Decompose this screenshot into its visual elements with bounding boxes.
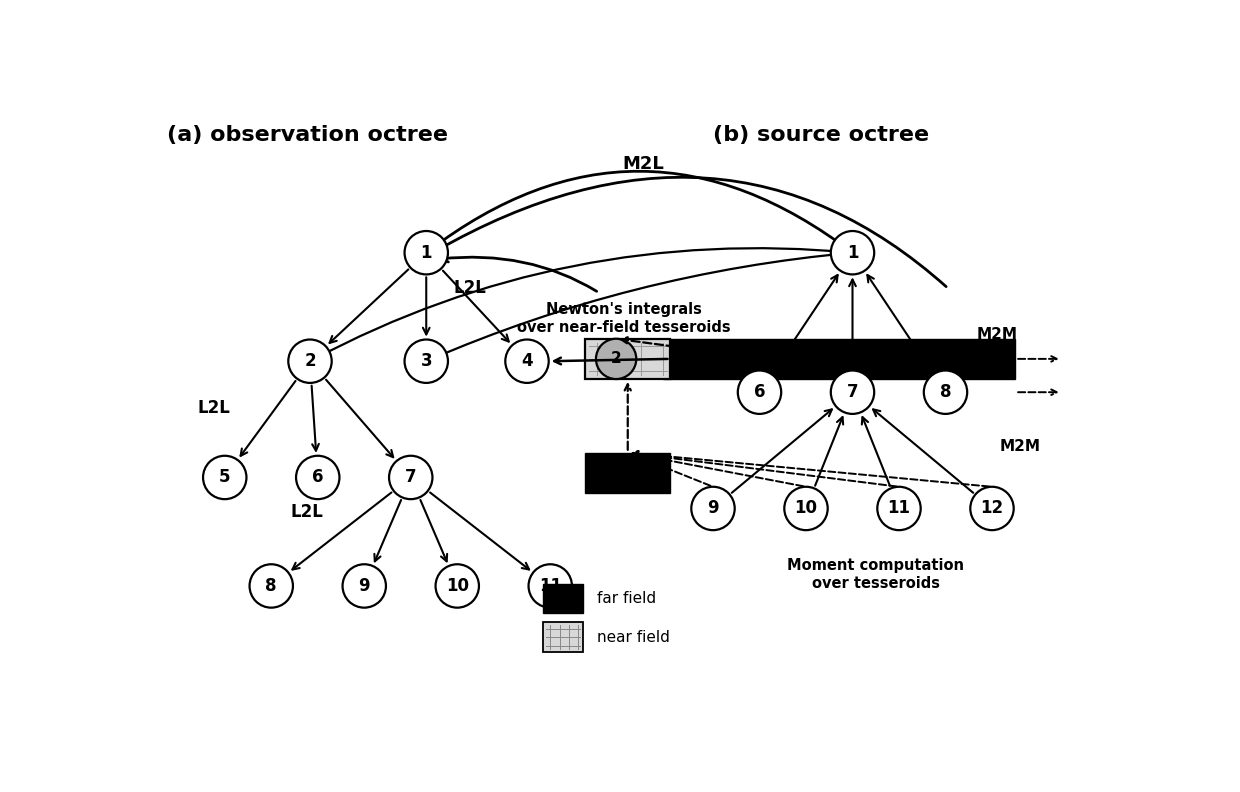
Circle shape <box>831 371 874 414</box>
Text: 5: 5 <box>219 468 231 486</box>
Bar <box>585 339 671 379</box>
Circle shape <box>924 371 967 414</box>
Text: 4: 4 <box>521 352 533 370</box>
Text: 1: 1 <box>847 244 858 261</box>
Text: 2: 2 <box>304 352 316 370</box>
Circle shape <box>203 455 247 499</box>
Circle shape <box>878 487 920 530</box>
Text: 11: 11 <box>538 577 562 595</box>
Text: 10: 10 <box>445 577 469 595</box>
Circle shape <box>506 340 549 383</box>
Text: L2L: L2L <box>197 398 231 417</box>
Circle shape <box>404 340 448 383</box>
Text: M2M: M2M <box>999 439 1040 454</box>
Text: 7: 7 <box>847 383 858 402</box>
Circle shape <box>692 487 734 530</box>
Circle shape <box>831 231 874 274</box>
Text: 10: 10 <box>795 500 817 517</box>
Text: 8: 8 <box>940 383 951 402</box>
Text: 9: 9 <box>707 500 719 517</box>
Text: 3: 3 <box>420 352 432 370</box>
Circle shape <box>435 564 479 607</box>
Text: 12: 12 <box>981 500 1003 517</box>
Circle shape <box>296 455 340 499</box>
Circle shape <box>404 231 448 274</box>
Text: 7: 7 <box>405 468 417 486</box>
Text: 8: 8 <box>265 577 277 595</box>
Circle shape <box>970 487 1014 530</box>
Text: L2L: L2L <box>454 279 486 296</box>
Text: 9: 9 <box>358 577 370 595</box>
Text: (a) observation octree: (a) observation octree <box>166 125 448 145</box>
Text: M2L: M2L <box>622 154 665 173</box>
Text: 11: 11 <box>888 500 910 517</box>
Circle shape <box>528 564 572 607</box>
Circle shape <box>342 564 386 607</box>
Text: (b) source octree: (b) source octree <box>713 125 929 145</box>
Bar <box>662 339 1016 379</box>
Circle shape <box>784 487 828 530</box>
Text: far field: far field <box>596 591 656 606</box>
Text: Moment computation
over tesseroids: Moment computation over tesseroids <box>787 558 965 591</box>
Bar <box>585 453 671 493</box>
Circle shape <box>738 371 781 414</box>
Circle shape <box>249 564 293 607</box>
Bar <box>543 623 583 652</box>
Text: 6: 6 <box>312 468 324 486</box>
Text: near field: near field <box>596 630 670 645</box>
Text: 1: 1 <box>420 244 432 261</box>
Text: M2M: M2M <box>977 326 1018 341</box>
Text: L2L: L2L <box>290 504 324 521</box>
Circle shape <box>288 340 332 383</box>
Circle shape <box>389 455 433 499</box>
Text: Newton's integrals
over near-field tesseroids: Newton's integrals over near-field tesse… <box>517 303 730 335</box>
Circle shape <box>596 339 636 379</box>
Bar <box>543 584 583 613</box>
Text: 2: 2 <box>611 352 621 367</box>
Text: 6: 6 <box>754 383 765 402</box>
